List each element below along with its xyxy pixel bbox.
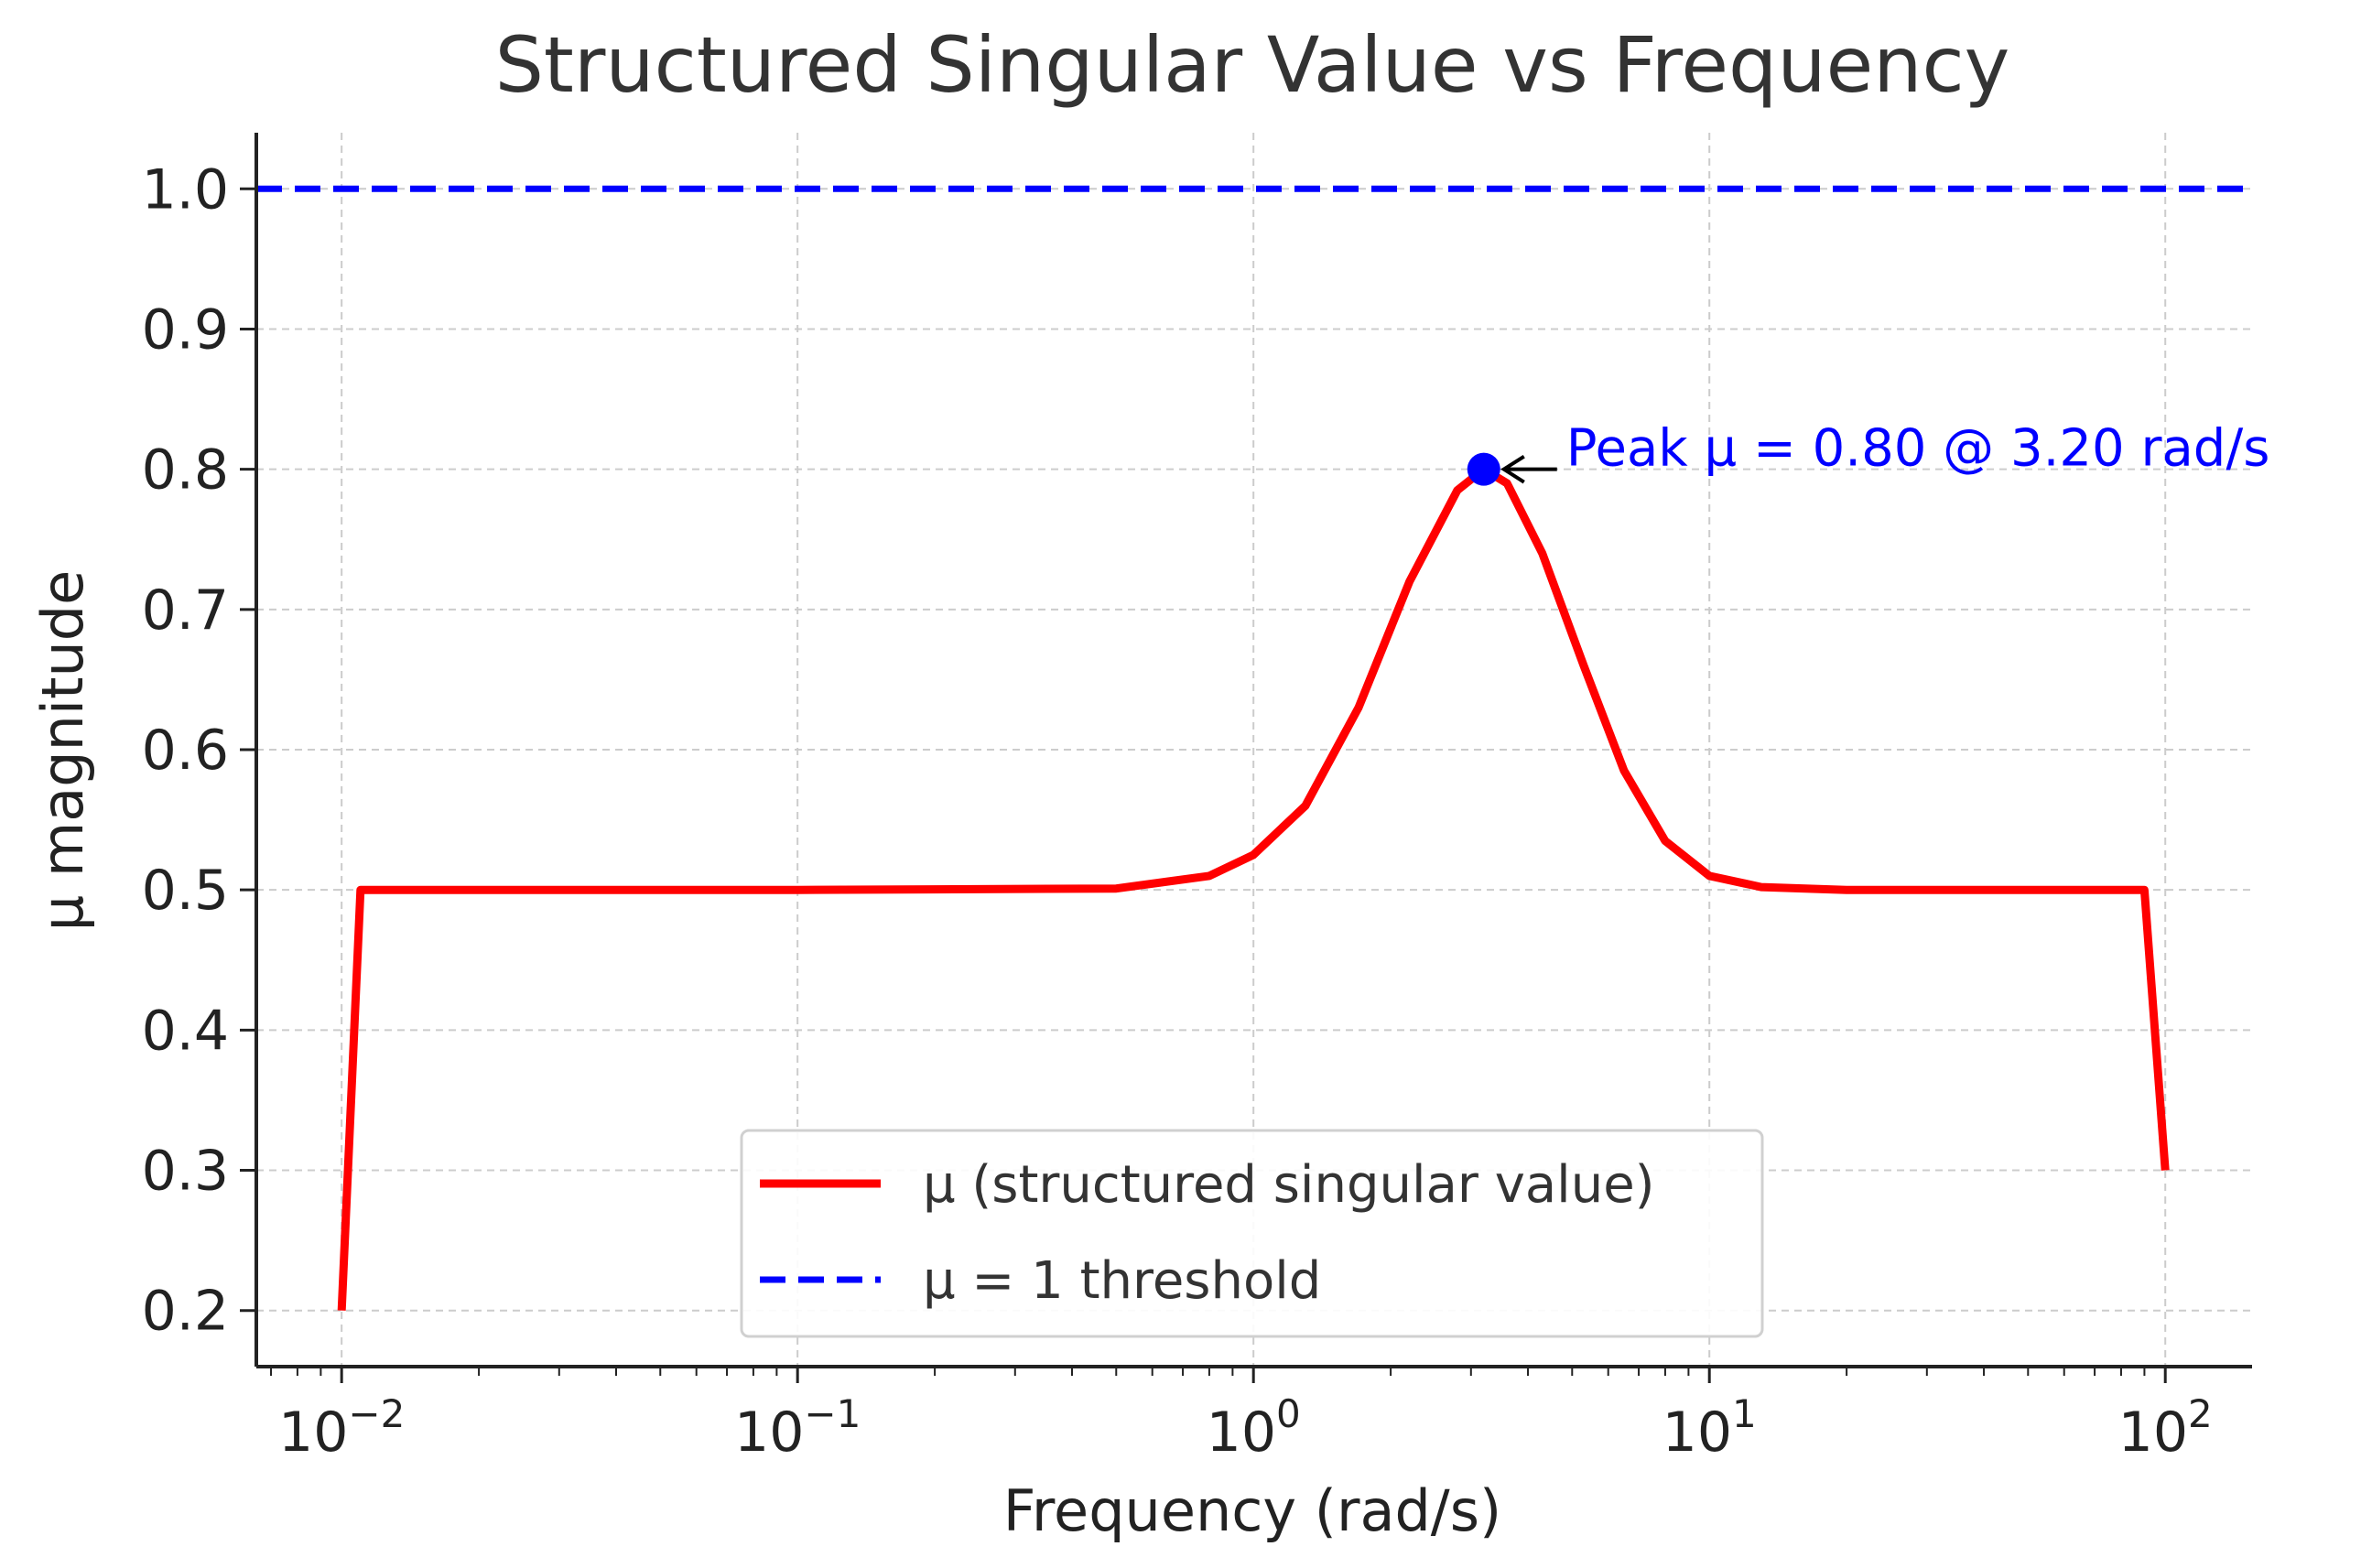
x-tick-label-exponent: −2 xyxy=(348,1391,405,1436)
legend: μ (structured singular value) μ = 1 thres… xyxy=(740,1129,1764,1338)
annotation-arrow-head xyxy=(1500,454,1525,484)
chart-title: Structured Singular Value vs Frequency xyxy=(495,20,2010,110)
x-axis-label: Frequency (rad/s) xyxy=(1003,1477,1501,1544)
annotation-layer: Peak μ = 0.80 @ 3.20 rad/s xyxy=(1467,419,2270,486)
legend-label: μ = 1 threshold xyxy=(923,1251,1321,1311)
x-tick-label-exponent: 0 xyxy=(1276,1391,1301,1436)
y-tick-label: 0.2 xyxy=(142,1280,229,1344)
y-axis-label: μ magnitude xyxy=(29,570,96,932)
x-tick-label-exponent: 1 xyxy=(1732,1391,1757,1436)
x-tick-label: 10−1 xyxy=(734,1391,861,1465)
peak-marker xyxy=(1467,452,1500,486)
y-tick-label: 1.0 xyxy=(142,157,229,222)
peak-annotation: Peak μ = 0.80 @ 3.20 rad/s xyxy=(1566,419,2270,479)
x-tick-label-base: 10 xyxy=(278,1400,348,1465)
y-tick-label: 0.9 xyxy=(142,297,229,362)
y-tick-label: 0.4 xyxy=(142,999,229,1063)
x-tick-label: 100 xyxy=(1207,1391,1301,1465)
x-tick-label-base: 10 xyxy=(2118,1400,2188,1465)
y-tick-label: 0.7 xyxy=(142,579,229,643)
x-tick-label: 101 xyxy=(1662,1391,1757,1465)
x-tick-label: 10−2 xyxy=(278,1391,405,1465)
legend-label: μ (structured singular value) xyxy=(923,1155,1655,1215)
y-tick-label: 0.3 xyxy=(142,1140,229,1204)
y-tick-label: 0.8 xyxy=(142,438,229,503)
x-tick-label-base: 10 xyxy=(1662,1400,1732,1465)
x-tick-label-base: 10 xyxy=(734,1400,804,1465)
y-tick-label: 0.6 xyxy=(142,719,229,783)
x-tick-label: 102 xyxy=(2118,1391,2213,1465)
y-tick-label: 0.5 xyxy=(142,859,229,923)
legend-box xyxy=(740,1129,1764,1338)
axes: 10−2 10−1 100 101 1020.20.30.40.50.60.70.80.… xyxy=(142,133,2252,1465)
x-tick-label-exponent: −1 xyxy=(804,1391,861,1436)
x-tick-label-exponent: 2 xyxy=(2188,1391,2213,1436)
x-tick-label-base: 10 xyxy=(1207,1400,1276,1465)
